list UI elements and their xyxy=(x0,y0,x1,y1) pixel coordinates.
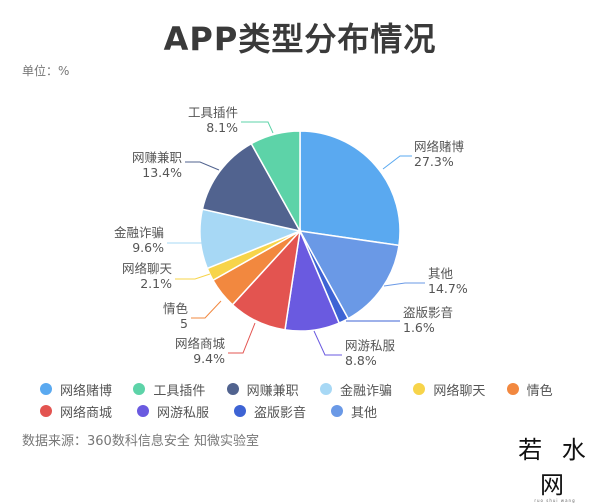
legend-item[interactable]: 网游私服 xyxy=(137,402,234,421)
legend-label: 网络聊天 xyxy=(433,383,486,399)
legend-dot-icon xyxy=(226,383,239,395)
slice-label-name: 情色 xyxy=(163,301,189,316)
legend-item[interactable]: 网络聊天 xyxy=(413,380,506,399)
slice-label-name: 网游私服 xyxy=(345,338,396,353)
legend-item[interactable]: 工具插件 xyxy=(133,380,226,399)
slice-label-name: 盗版影音 xyxy=(403,305,453,320)
data-source: 数据来源：360数科信息安全 知微实验室 xyxy=(22,434,259,449)
slice-label-name: 网赚兼职 xyxy=(132,150,182,165)
slice-label-value: 13.4% xyxy=(142,165,182,180)
legend-item[interactable]: 网赚兼职 xyxy=(226,380,320,399)
legend-dot-icon xyxy=(319,383,332,395)
leader-line xyxy=(313,330,342,356)
unit-label: 单位：% xyxy=(22,64,70,78)
legend-dot-icon xyxy=(133,383,146,395)
slice-label-name: 工具插件 xyxy=(188,105,238,120)
legend-item[interactable]: 情色 xyxy=(506,380,600,399)
pie-slices xyxy=(199,130,401,332)
legend-item[interactable]: 网络赌博 xyxy=(40,380,133,399)
legend-label: 金融诈骗 xyxy=(339,383,392,399)
legend-dot-icon xyxy=(40,405,52,417)
pie-slice xyxy=(201,142,302,233)
legend-label: 网游私服 xyxy=(157,405,210,421)
legend-dot-icon xyxy=(413,383,426,395)
slice-label-value: 8.1% xyxy=(206,120,238,135)
slice-label-name: 网络聊天 xyxy=(122,261,173,276)
leader-line xyxy=(382,155,412,170)
slice-label-value: 1.6% xyxy=(403,320,435,335)
legend-item[interactable]: 其他 xyxy=(331,402,428,421)
leader-line xyxy=(175,273,211,280)
slice-label-value: 5 xyxy=(180,316,188,331)
legend-item[interactable]: 金融诈骗 xyxy=(319,380,413,399)
leader-line xyxy=(228,322,256,354)
legend-dot-icon xyxy=(506,383,519,395)
slice-label-value: 9.6% xyxy=(132,240,164,255)
slice-label-value: 9.4% xyxy=(193,351,225,366)
leader-line xyxy=(185,161,220,171)
legend-label: 盗版影音 xyxy=(254,405,307,421)
slice-label-name: 其他 xyxy=(428,266,454,281)
slice-label-value: 8.8% xyxy=(345,353,377,368)
leader-lines xyxy=(167,121,425,356)
watermark-subtext: ruo shui wang xyxy=(534,498,576,503)
pie-slice xyxy=(298,230,400,320)
slice-label-value: 2.1% xyxy=(140,276,172,291)
leader-line xyxy=(383,282,425,287)
legend-dot-icon xyxy=(40,383,52,395)
legend-dot-icon xyxy=(137,405,149,417)
legend-row: 网络商城 网游私服 盗版影音 其他 xyxy=(40,400,600,422)
slice-label-name: 金融诈骗 xyxy=(114,225,164,240)
legend-dot-icon xyxy=(331,405,343,417)
legend-label: 情色 xyxy=(526,383,553,399)
slice-label-name: 网络商城 xyxy=(175,336,226,351)
slice-label-name: 网络赌博 xyxy=(414,139,465,154)
legend-label: 网赚兼职 xyxy=(246,383,299,399)
leader-line xyxy=(191,300,222,319)
watermark-text: 若 水 网 xyxy=(518,436,592,499)
slice-label-value: 27.3% xyxy=(414,154,454,169)
pie-slice xyxy=(299,130,401,247)
leader-line xyxy=(241,121,274,134)
legend-item[interactable]: 盗版影音 xyxy=(234,402,331,421)
legend-label: 工具插件 xyxy=(153,383,206,399)
legend: 网络赌博 工具插件 网赚兼职 金融诈骗 网络聊天 情色 网络商城 网游私服 盗版影音 其他 xyxy=(40,378,600,422)
legend-dot-icon xyxy=(234,405,246,417)
pie-slice xyxy=(250,130,301,234)
legend-item[interactable]: 网络商城 xyxy=(40,402,137,421)
watermark-logo: 若 水 网 ruo shui wang xyxy=(510,430,600,503)
legend-label: 网络商城 xyxy=(60,405,113,421)
legend-label: 网络赌博 xyxy=(60,383,113,399)
legend-row: 网络赌博 工具插件 网赚兼职 金融诈骗 网络聊天 情色 xyxy=(40,378,600,400)
slice-label-value: 14.7% xyxy=(428,281,468,296)
chart-title: APP类型分布情况 xyxy=(163,20,437,58)
legend-label: 其他 xyxy=(351,405,378,421)
